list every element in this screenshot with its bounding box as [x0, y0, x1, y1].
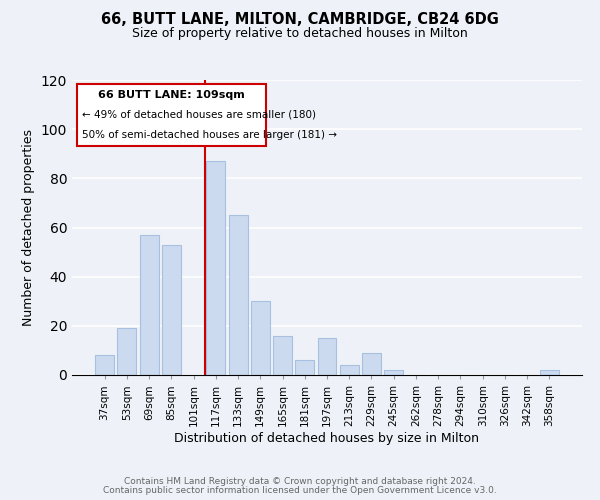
Bar	[273, 336, 292, 375]
Text: ← 49% of detached houses are smaller (180): ← 49% of detached houses are smaller (18…	[82, 110, 316, 120]
Bar	[95, 356, 114, 375]
X-axis label: Distribution of detached houses by size in Milton: Distribution of detached houses by size …	[175, 432, 479, 444]
FancyBboxPatch shape	[77, 84, 266, 146]
Text: 66, BUTT LANE, MILTON, CAMBRIDGE, CB24 6DG: 66, BUTT LANE, MILTON, CAMBRIDGE, CB24 6…	[101, 12, 499, 28]
Y-axis label: Number of detached properties: Number of detached properties	[22, 129, 35, 326]
Bar	[162, 244, 181, 375]
Bar	[251, 301, 270, 375]
Text: Size of property relative to detached houses in Milton: Size of property relative to detached ho…	[132, 28, 468, 40]
Bar	[362, 353, 381, 375]
Text: 50% of semi-detached houses are larger (181) →: 50% of semi-detached houses are larger (…	[82, 130, 337, 140]
Bar	[317, 338, 337, 375]
Text: Contains HM Land Registry data © Crown copyright and database right 2024.: Contains HM Land Registry data © Crown c…	[124, 477, 476, 486]
Bar	[206, 161, 225, 375]
Text: Contains public sector information licensed under the Open Government Licence v3: Contains public sector information licen…	[103, 486, 497, 495]
Bar	[118, 328, 136, 375]
Bar	[140, 235, 158, 375]
Bar	[340, 365, 359, 375]
Bar	[540, 370, 559, 375]
Bar	[295, 360, 314, 375]
Bar	[229, 215, 248, 375]
Bar	[384, 370, 403, 375]
Text: 66 BUTT LANE: 109sqm: 66 BUTT LANE: 109sqm	[98, 90, 245, 101]
